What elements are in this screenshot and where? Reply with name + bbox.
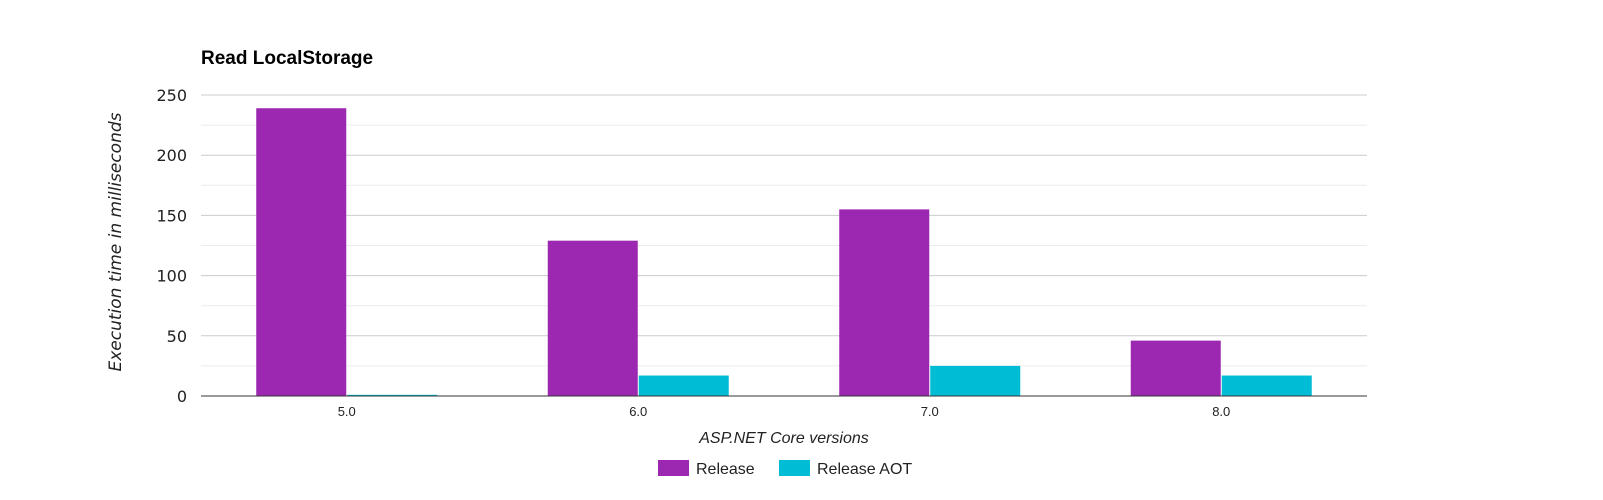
y-tick-label: 50 bbox=[167, 327, 187, 346]
y-tick-label: 250 bbox=[156, 86, 187, 105]
bar-release-6-0[interactable] bbox=[547, 240, 638, 396]
bar-release-8-0[interactable] bbox=[1130, 340, 1221, 396]
y-tick-label: 0 bbox=[177, 387, 187, 406]
bars bbox=[256, 108, 1312, 396]
bar-release-5-0[interactable] bbox=[256, 108, 347, 396]
legend-swatch bbox=[779, 460, 810, 476]
y-tick-label: 200 bbox=[156, 146, 187, 165]
y-axis-ticks: 0 50 100 150 200 250 bbox=[156, 86, 187, 406]
x-axis-label: ASP.NET Core versions bbox=[698, 430, 869, 447]
y-axis-label: Execution time in milliseconds bbox=[106, 112, 126, 371]
y-tick-label: 150 bbox=[156, 206, 187, 225]
bar-release-aot-6-0[interactable] bbox=[638, 375, 729, 396]
x-tick-label: 8.0 bbox=[1212, 404, 1230, 419]
x-tick-label: 5.0 bbox=[338, 404, 356, 419]
x-axis-ticks: 5.0 6.0 7.0 8.0 bbox=[338, 404, 1231, 419]
y-tick-label: 100 bbox=[156, 267, 187, 286]
bar-release-7-0[interactable] bbox=[839, 209, 930, 396]
legend-label: Release bbox=[696, 461, 755, 478]
bar-release-aot-8-0[interactable] bbox=[1221, 375, 1312, 396]
gridlines bbox=[201, 94, 1367, 367]
chart-title: Read LocalStorage bbox=[201, 48, 373, 69]
x-tick-label: 6.0 bbox=[629, 404, 647, 419]
x-tick-label: 7.0 bbox=[921, 404, 939, 419]
legend-swatch bbox=[658, 460, 689, 476]
legend-label: Release AOT bbox=[817, 461, 912, 478]
bar-release-aot-5-0[interactable] bbox=[347, 394, 438, 396]
bar-release-aot-7-0[interactable] bbox=[930, 365, 1021, 396]
legend: Release Release AOT bbox=[658, 460, 912, 478]
